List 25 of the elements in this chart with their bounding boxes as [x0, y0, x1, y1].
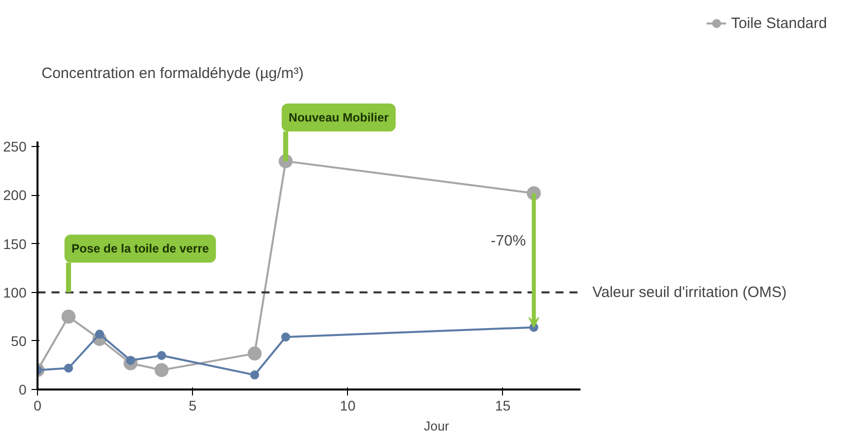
- y-tick-label: 50: [10, 332, 27, 349]
- point: [62, 310, 76, 324]
- y-tick-label: 200: [3, 187, 27, 204]
- legend-label: Toile Standard: [731, 14, 827, 32]
- x-tick-label: 0: [34, 398, 42, 414]
- annotation: Pose de la toile de verre: [72, 242, 210, 256]
- x-axis-title: Jour: [424, 418, 450, 434]
- y-tick-label: 0: [18, 382, 27, 398]
- point: [154, 363, 169, 378]
- x-tick-label: 5: [188, 398, 197, 414]
- point: [281, 332, 290, 342]
- ref-line-label: Valeur seuil d'irritation (OMS): [592, 284, 787, 301]
- point: [95, 330, 104, 339]
- annotation: Nouveau Mobilier: [288, 110, 390, 124]
- y-tick-label: 250: [3, 138, 27, 155]
- x-tick-label: 15: [495, 398, 511, 414]
- point: [157, 351, 166, 360]
- point: [248, 346, 262, 361]
- point: [64, 364, 74, 373]
- annotation: -70%: [490, 232, 526, 250]
- y-axis-title: Concentration en formaldéhyde (µg/m³): [42, 64, 304, 82]
- point: [250, 370, 260, 380]
- y-tick-label: 100: [3, 284, 27, 300]
- x-tick-label: 10: [340, 398, 356, 414]
- y-tick-label: 150: [3, 236, 27, 252]
